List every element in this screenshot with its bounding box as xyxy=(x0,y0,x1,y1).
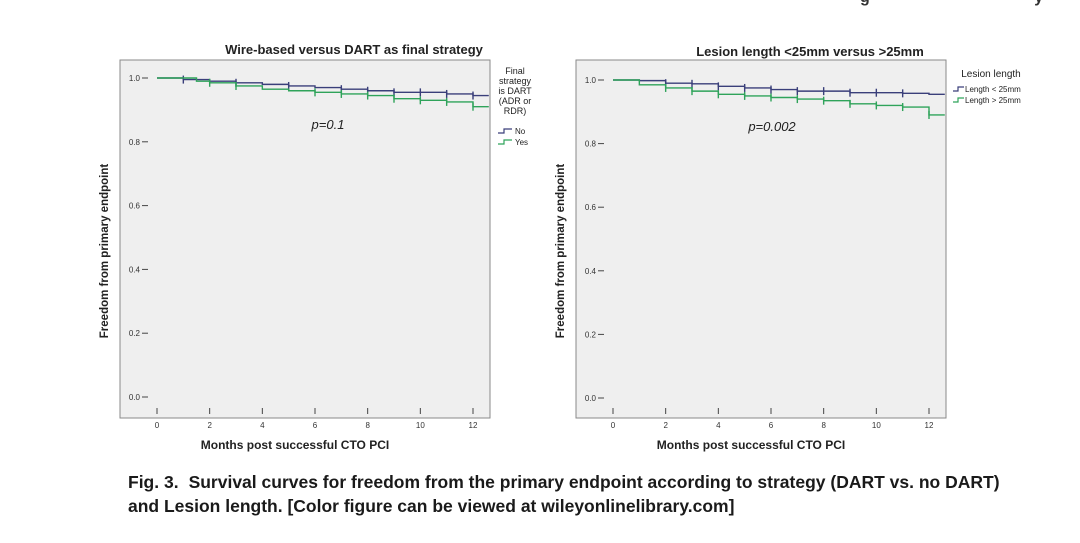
x-tick-label: 0 xyxy=(611,421,616,430)
y-tick-label: 1.0 xyxy=(129,74,141,83)
y-axis-label: Freedom from primary endpoint xyxy=(555,164,567,339)
legend-label: No xyxy=(515,127,526,136)
x-tick-label: 6 xyxy=(313,421,318,430)
caption-text: Survival curves for freedom from the pri… xyxy=(128,472,1000,516)
cutoff-header-text: g y xyxy=(860,0,1043,6)
plot-area xyxy=(575,59,947,419)
legend-swatch xyxy=(498,128,512,134)
legend-title-line: strategy xyxy=(499,76,532,86)
legend-title-line: is DART xyxy=(498,86,532,96)
caption-label: Fig. 3. xyxy=(128,472,179,492)
x-axis-label: Months post successful CTO PCI xyxy=(201,438,389,452)
x-tick-label: 0 xyxy=(155,421,160,430)
chart-title: Lesion length <25mm versus >25mm xyxy=(696,44,924,59)
chart-lesion-length: Lesion length <25mm versus >25mm 0.0 0.2 0.… xyxy=(555,44,1021,452)
legend-swatch xyxy=(953,97,964,103)
y-tick-label: 1.0 xyxy=(585,76,597,85)
x-tick-label: 10 xyxy=(416,421,425,430)
y-tick-label: 0.6 xyxy=(129,202,141,211)
y-tick-label: 0.2 xyxy=(585,330,597,339)
y-tick-label: 0.0 xyxy=(585,394,597,403)
chart-title: Wire-based versus DART as final strategy xyxy=(225,42,484,57)
legend-swatch xyxy=(498,139,512,145)
y-tick-label: 0.8 xyxy=(129,138,141,147)
x-tick-label: 8 xyxy=(821,421,826,430)
y-tick-label: 0.4 xyxy=(129,265,141,274)
y-tick-label: 0.4 xyxy=(585,267,597,276)
legend-label: Length < 25mm xyxy=(965,85,1021,94)
x-tick-label: 8 xyxy=(365,421,370,430)
p-value-annotation: p=0.002 xyxy=(747,119,796,134)
x-axis-label: Months post successful CTO PCI xyxy=(657,438,845,452)
legend-swatch xyxy=(953,86,964,92)
x-tick-label: 4 xyxy=(260,421,265,430)
x-tick-label: 2 xyxy=(207,421,212,430)
y-tick-label: 0.0 xyxy=(129,393,141,402)
y-tick-label: 0.6 xyxy=(585,203,597,212)
series-line-1 xyxy=(613,79,945,116)
y-tick-label: 0.2 xyxy=(129,329,141,338)
x-tick-label: 4 xyxy=(716,421,721,430)
plot-area xyxy=(119,59,491,419)
legend-title-line: (ADR or xyxy=(499,96,532,106)
legend-label: Yes xyxy=(515,138,528,147)
legend-label: Length > 25mm xyxy=(965,96,1021,105)
chart-dart-strategy: Wire-based versus DART as final strategy… xyxy=(99,42,532,452)
x-tick-label: 2 xyxy=(663,421,668,430)
legend-title: Lesion length xyxy=(961,69,1021,80)
x-tick-label: 12 xyxy=(925,421,934,430)
x-tick-label: 12 xyxy=(469,421,478,430)
x-tick-label: 6 xyxy=(769,421,774,430)
legend-title-line: Final xyxy=(505,66,525,76)
y-tick-label: 0.8 xyxy=(585,140,597,149)
legend-title-line: RDR) xyxy=(504,106,527,116)
figure-caption: Fig. 3. Survival curves for freedom from … xyxy=(128,470,1028,518)
p-value-annotation: p=0.1 xyxy=(311,117,345,132)
x-tick-label: 10 xyxy=(872,421,881,430)
y-axis-label: Freedom from primary endpoint xyxy=(99,164,111,339)
series-line-1 xyxy=(157,77,489,108)
